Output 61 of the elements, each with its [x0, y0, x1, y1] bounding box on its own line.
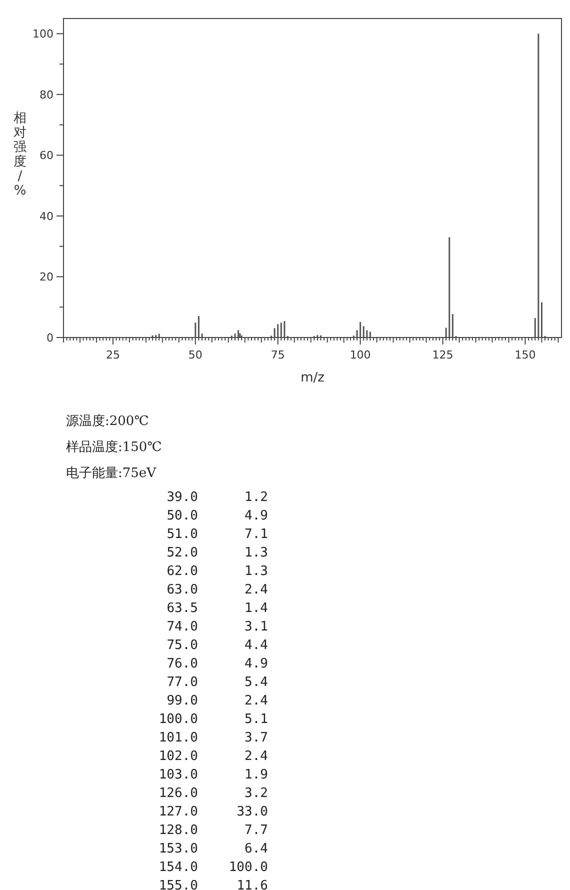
text: 2.4	[244, 749, 268, 764]
y-tick-label: 60	[40, 149, 54, 162]
text: 7.1	[244, 527, 268, 542]
text: 11.6	[236, 878, 268, 890]
y-tick-label: 80	[40, 88, 54, 102]
text: 1.3	[244, 564, 268, 579]
text: 63.0	[166, 582, 198, 598]
text: 4.4	[244, 638, 268, 653]
text: 3.2	[244, 786, 268, 801]
text: 7.7	[244, 823, 268, 838]
text: 39.0	[166, 490, 198, 505]
x-axis-title: m/z	[300, 370, 325, 386]
text: 101.0	[158, 730, 198, 746]
text: 153.0	[158, 842, 198, 856]
text: 1.9	[244, 768, 268, 782]
text: 63.5	[166, 601, 198, 616]
text: 4.9	[244, 508, 268, 524]
x-tick-label: 75	[270, 348, 285, 362]
text: 3.1	[244, 620, 268, 634]
text: 100.0	[158, 712, 198, 727]
text: 5.1	[244, 712, 268, 727]
text: 127.0	[158, 804, 198, 820]
text: 77.0	[166, 675, 198, 690]
x-tick-label: 50	[188, 348, 202, 362]
text: 103.0	[158, 768, 198, 782]
text: 51.0	[166, 527, 198, 542]
x-tick-label: 25	[106, 348, 120, 362]
text: 102.0	[158, 749, 198, 764]
text: 100.0	[228, 860, 268, 875]
y-axis-title: 相对强度/%	[14, 111, 26, 198]
text: 样品温度:150℃	[66, 439, 162, 455]
text: 4.9	[244, 656, 268, 672]
text: 99.0	[166, 694, 198, 708]
text: 154.0	[158, 860, 198, 875]
text: 5.4	[244, 675, 268, 690]
y-tick-label: 100	[32, 28, 54, 41]
text: 126.0	[158, 786, 198, 801]
y-tick-label: 20	[40, 270, 54, 284]
text: 52.0	[166, 546, 198, 560]
text: 50.0	[166, 508, 198, 524]
x-tick-label: 100	[350, 348, 371, 362]
text: 1.3	[244, 546, 268, 560]
text: 6.4	[244, 842, 268, 856]
text: 155.0	[158, 878, 198, 890]
text: 源温度:200℃	[66, 413, 149, 429]
text: 75.0	[166, 638, 198, 653]
text: 62.0	[166, 564, 198, 579]
y-tick-label: 0	[46, 332, 54, 344]
text: 2.4	[244, 694, 268, 708]
y-tick-label: 40	[40, 210, 54, 223]
text: 128.0	[158, 823, 198, 838]
x-tick-label: 125	[432, 348, 454, 362]
x-tick-label: 150	[514, 348, 536, 362]
text: 76.0	[166, 656, 198, 672]
text: 1.4	[244, 601, 268, 616]
text: 74.0	[166, 620, 198, 634]
text: 1.2	[244, 490, 268, 505]
text: 33.0	[236, 804, 268, 820]
text: 电子能量:75eV	[66, 466, 157, 481]
text: 2.4	[244, 582, 268, 598]
text: 3.7	[244, 730, 268, 746]
